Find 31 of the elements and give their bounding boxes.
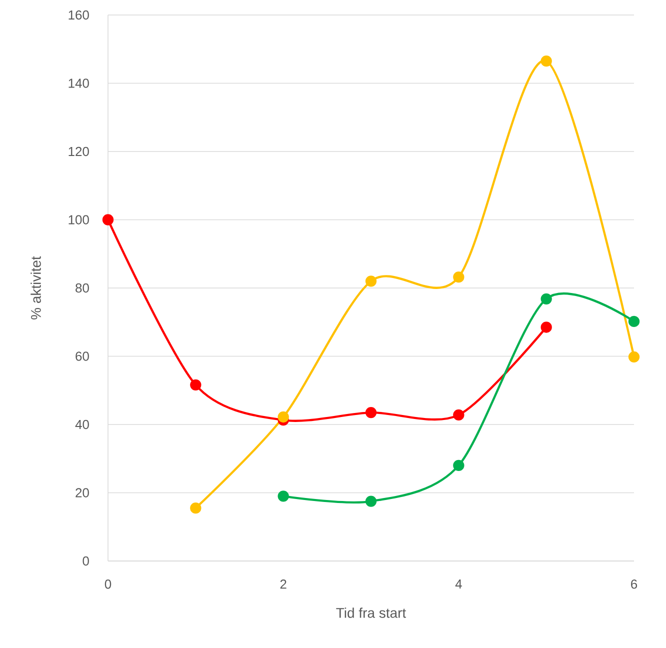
point: [278, 411, 289, 423]
x-tick-label: 6: [631, 580, 638, 589]
point: [453, 409, 464, 421]
point: [190, 379, 202, 390]
y-tick-label: 40: [75, 420, 89, 430]
point: [365, 276, 377, 287]
x-axis-title: Tid fra start: [336, 608, 406, 618]
point: [540, 55, 552, 67]
x-tick-label: 2: [280, 580, 286, 589]
x-tick-label: 0: [104, 580, 112, 589]
point: [628, 316, 640, 328]
y-tick-label: 120: [68, 146, 89, 156]
point: [278, 490, 289, 502]
point: [365, 406, 377, 418]
point: [628, 351, 640, 363]
point: [453, 272, 464, 283]
point: [365, 496, 377, 507]
point: [190, 502, 202, 514]
y-tick-label: 20: [76, 488, 89, 498]
y-tick-label: 160: [68, 10, 89, 20]
y-tick-label: 80: [76, 283, 89, 293]
point: [540, 293, 552, 304]
point: [540, 322, 552, 333]
y-tick-label: 140: [68, 78, 89, 88]
x-tick-label: 4: [455, 580, 462, 588]
point: [102, 214, 114, 226]
y-tick-label: 100: [68, 215, 89, 224]
point: [453, 460, 464, 472]
y-tick-label: 0: [82, 556, 89, 566]
y-axis-title: % aktivitet: [30, 256, 41, 320]
y-tick-label: 60: [76, 352, 89, 361]
